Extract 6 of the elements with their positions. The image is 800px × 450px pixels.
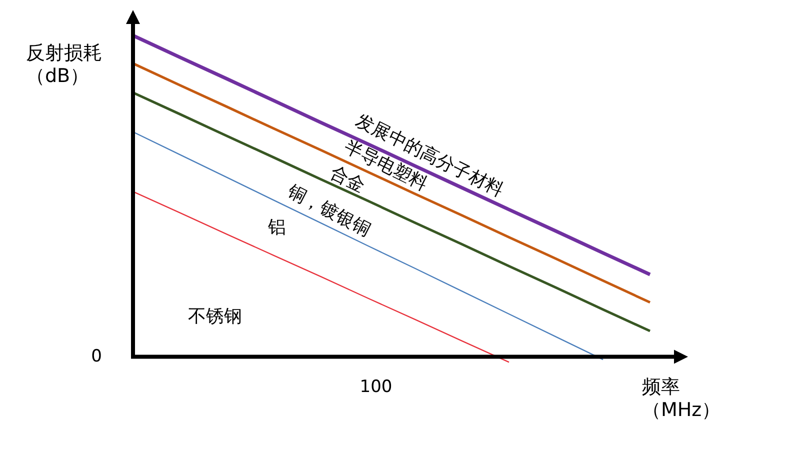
series-label: 铝 bbox=[266, 216, 286, 238]
annotation: 不锈钢 bbox=[188, 306, 242, 326]
y-axis-title: 反射损耗（dB） bbox=[26, 42, 102, 87]
text: 100 bbox=[360, 377, 392, 397]
x-axis-title: 频率（MHz） bbox=[642, 376, 721, 421]
text: 0 bbox=[91, 346, 102, 367]
